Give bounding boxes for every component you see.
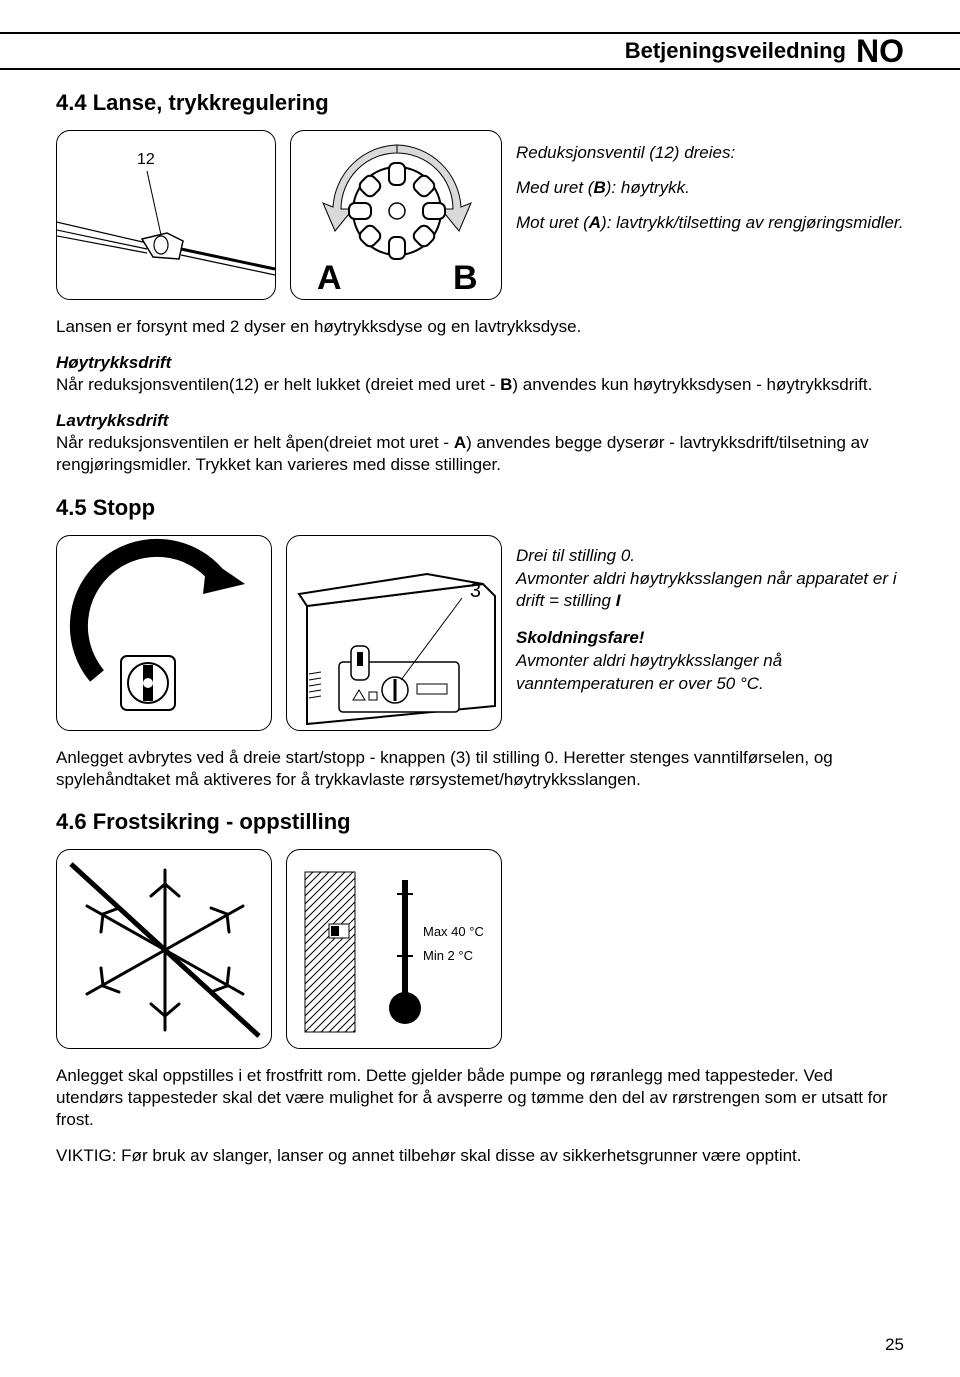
s44-p-hoy: Høytrykksdrift Når reduksjonsventilen(12…: [56, 352, 904, 396]
section-4-4-side-text: Reduksjonsventil (12) dreies: Med uret (…: [516, 130, 904, 247]
figure-machine: 3: [286, 535, 502, 731]
s44-side-p1: Reduksjonsventil (12) dreies:: [516, 142, 904, 165]
header-lang: NO: [856, 33, 904, 70]
s44-p-lav: Lavtrykksdrift Når reduksjonsventilen er…: [56, 410, 904, 476]
section-4-6-figures: Max 40 °C Min 2 °C: [56, 849, 904, 1049]
figure-dial: A B: [290, 130, 502, 300]
header-title: Betjeningsveiledning: [625, 38, 846, 64]
page-number: 25: [885, 1335, 904, 1355]
no-frost-icon: [57, 850, 273, 1050]
section-4-4-figures: 12: [56, 130, 904, 300]
section-4-5-figures: 3 Drei til stilling 0. Avmonter aldri hø…: [56, 535, 904, 731]
label-B: B: [453, 261, 478, 295]
s44-side-p2: Med uret (B): høytrykk.: [516, 177, 904, 200]
s46-p2: VIKTIG: Før bruk av slanger, lanser og a…: [56, 1145, 904, 1167]
page-content: 4.4 Lanse, trykkregulering 12: [56, 90, 904, 1167]
thermo-max-label: Max 40 °C: [423, 924, 484, 939]
machine-icon: [287, 536, 503, 732]
section-4-4-heading: 4.4 Lanse, trykkregulering: [56, 90, 904, 116]
rotate-arrow-icon: [57, 536, 273, 732]
s45-side-p1: Drei til stilling 0. Avmonter aldri høyt…: [516, 545, 904, 614]
s44-p-lansen: Lansen er forsynt med 2 dyser en høytryk…: [56, 316, 904, 338]
s45-side-p2: Skoldningsfare! Avmonter aldri høytrykks…: [516, 627, 904, 696]
s46-p1: Anlegget skal oppstilles i et frostfritt…: [56, 1065, 904, 1131]
page-header: Betjeningsveiledning NO: [0, 32, 960, 70]
section-4-5-heading: 4.5 Stopp: [56, 495, 904, 521]
s45-p-below: Anlegget avbrytes ved å dreie start/stop…: [56, 747, 904, 791]
section-4-6-heading: 4.6 Frostsikring - oppstilling: [56, 809, 904, 835]
callout-12: 12: [137, 151, 155, 169]
section-4-5-side-text: Drei til stilling 0. Avmonter aldri høyt…: [516, 535, 904, 711]
figure-lance: 12: [56, 130, 276, 300]
callout-3: 3: [470, 580, 481, 603]
figure-thermometer: Max 40 °C Min 2 °C: [286, 849, 502, 1049]
label-A: A: [317, 261, 342, 295]
figure-snowflake-crossed: [56, 849, 272, 1049]
lance-icon: [57, 131, 277, 301]
s44-side-p3: Mot uret (A): lavtrykk/tilsetting av ren…: [516, 212, 904, 235]
figure-switch-arrow: [56, 535, 272, 731]
thermo-min-label: Min 2 °C: [423, 948, 473, 963]
